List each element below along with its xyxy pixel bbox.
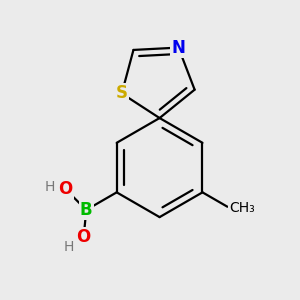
Text: CH₃: CH₃ [229, 201, 255, 215]
Text: B: B [80, 201, 93, 219]
Text: N: N [172, 39, 185, 57]
Text: O: O [76, 228, 91, 246]
Text: O: O [58, 180, 73, 198]
Text: S: S [116, 85, 128, 103]
Text: H: H [64, 240, 74, 254]
Text: H: H [44, 180, 55, 194]
